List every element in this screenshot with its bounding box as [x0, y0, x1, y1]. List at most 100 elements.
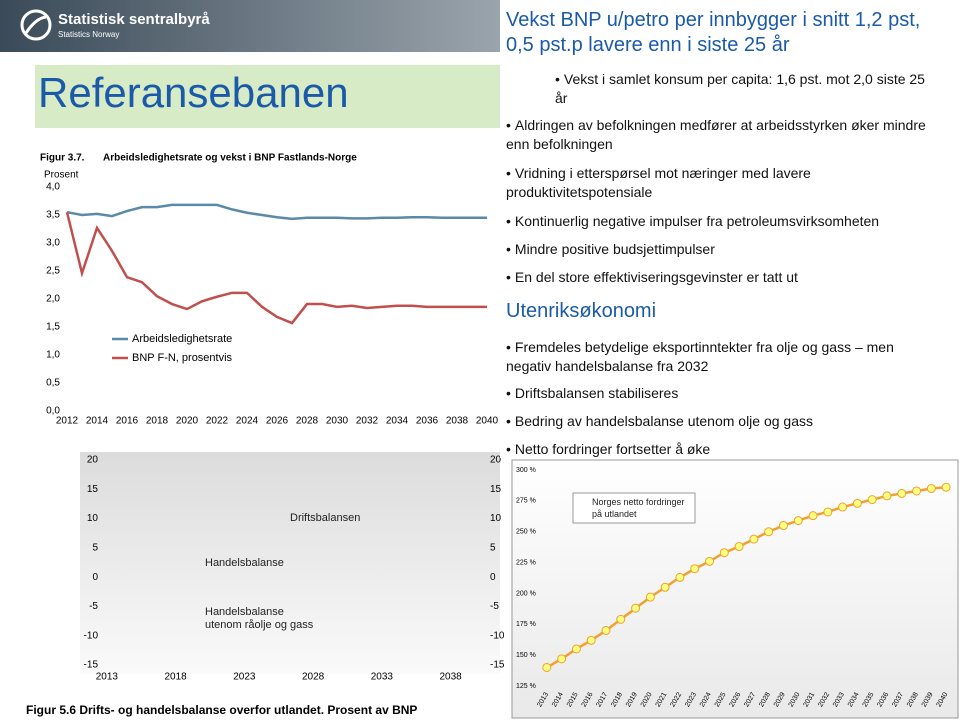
chart-title: Arbeidsledighetsrate og vekst i BNP Fast…: [103, 153, 357, 164]
y-tick-label: -10: [490, 630, 505, 641]
x-tick-label: 2028: [296, 416, 319, 427]
y-tick-label: 5: [490, 542, 496, 553]
figure-label: Figur 3.7.: [40, 153, 85, 164]
logo-sub: Statistics Norway: [58, 30, 119, 39]
point: [675, 572, 685, 582]
annotation: Handelsbalanse: [205, 557, 284, 569]
banner: [0, 0, 500, 52]
series-line: [65, 211, 487, 325]
y-tick-label: 15: [87, 484, 99, 495]
x-tick-label: 2022: [206, 416, 229, 427]
y-tick-label: 10: [490, 513, 502, 524]
point: [897, 488, 907, 498]
legend-box: [572, 492, 696, 524]
point: [867, 495, 877, 505]
x-tick-label: 2036: [416, 416, 439, 427]
bullet: Aldringen av befolkningen medfører at ar…: [506, 116, 936, 154]
point: [616, 614, 626, 624]
point: [734, 542, 744, 552]
y-tick-label: 3,5: [46, 210, 60, 221]
x-tick-label: 2033: [371, 672, 394, 683]
point: [778, 521, 788, 531]
x-tick-label: 2024: [236, 416, 259, 427]
slide-title: Referansebanen: [38, 69, 349, 116]
y-tick-label: 300 %: [516, 467, 536, 474]
x-tick-label: 2038: [446, 416, 469, 427]
annotation: Handelsbalanse utenom råolje og gass: [205, 606, 314, 631]
annotation: Driftsbalansen: [290, 512, 361, 524]
point: [941, 482, 951, 492]
y-tick-label: 10: [87, 513, 99, 524]
y-tick-label: 250 %: [516, 529, 536, 536]
legend-label: BNP F-N, prosentvis: [132, 352, 233, 364]
series-line: [66, 203, 487, 221]
title-band: [35, 65, 500, 128]
point: [793, 516, 803, 526]
x-tick-label: 2028: [302, 672, 325, 683]
y-tick-label: 4,0: [46, 182, 60, 193]
y-tick-label: 2,0: [46, 294, 60, 305]
y-tick-label: 200 %: [516, 590, 536, 597]
y-tick-label: 1,0: [46, 350, 60, 361]
point: [749, 534, 759, 544]
x-tick-label: 2012: [56, 416, 79, 427]
legend-label: Norges netto fordringer på utlandet: [592, 497, 685, 519]
y-tick-label: -10: [84, 630, 99, 641]
series-line: [546, 486, 947, 669]
y-tick-label: 15: [490, 484, 502, 495]
point: [542, 662, 552, 672]
y-tick-label: 3,0: [46, 238, 60, 249]
bullet: En del store effektiviseringsgevinster e…: [506, 268, 936, 287]
point: [571, 644, 581, 654]
chart2-bg: [80, 452, 500, 674]
chart1-bg: [35, 148, 500, 438]
point: [823, 507, 833, 517]
point: [645, 592, 655, 602]
point: [660, 582, 670, 592]
bullet: Fremdeles betydelige eksportinntekter fr…: [506, 338, 936, 376]
y-tick-label: -15: [490, 660, 505, 671]
legend-label: Arbeidsledighetsrate: [132, 333, 232, 345]
y-tick-label: 0: [92, 572, 98, 583]
y-tick-label: 20: [490, 455, 502, 466]
point: [601, 625, 611, 635]
point: [912, 486, 922, 496]
y-tick-label: -15: [84, 660, 99, 671]
y-tick-label: 2,5: [46, 266, 60, 277]
chart-caption: Figur 5.6 Drifts- og handelsbalanse over…: [26, 703, 417, 717]
y-tick-label: 0,0: [46, 406, 60, 417]
y-tick-label: 175 %: [516, 621, 536, 628]
x-tick-label: 2023: [233, 672, 256, 683]
bullet: Kontinuerlig negative impulser fra petro…: [506, 212, 936, 231]
sub-bullet: Vekst i samlet konsum per capita: 1,6 ps…: [555, 70, 935, 108]
point: [838, 502, 848, 512]
y-tick-label: 225 %: [516, 559, 536, 566]
text-panel: Vekst BNP u/petro per innbygger i snitt …: [500, 0, 950, 458]
headline: Vekst BNP u/petro per innbygger i snitt …: [506, 9, 921, 56]
x-tick-label: 2026: [266, 416, 289, 427]
y-tick-label: 5: [92, 542, 98, 553]
y-tick-label: 150 %: [516, 652, 536, 659]
bullet: Mindre positive budsjettimpulser: [506, 240, 936, 259]
logo-icon: [20, 9, 52, 41]
y-axis-label: Prosent: [44, 170, 79, 181]
bullet: Driftsbalansen stabiliseres: [506, 384, 936, 403]
y-tick-label: 1,5: [46, 322, 60, 333]
logo-swirl: [24, 15, 47, 34]
point: [690, 564, 700, 574]
section-title: Utenriksøkonomi: [506, 300, 657, 322]
y-tick-label: 20: [87, 455, 99, 466]
y-tick-label: -5: [89, 601, 98, 612]
logo-name: Statistisk sentralbyrå: [58, 11, 210, 28]
y-tick-label: 275 %: [516, 498, 536, 505]
point: [764, 527, 774, 537]
point: [719, 548, 729, 558]
point: [926, 484, 936, 494]
point: [808, 511, 818, 521]
bullet: Bedring av handelsbalanse utenom olje og…: [506, 412, 936, 431]
y-tick-label: 0: [490, 572, 496, 583]
point: [631, 603, 641, 613]
x-tick-label: 2016: [116, 416, 139, 427]
